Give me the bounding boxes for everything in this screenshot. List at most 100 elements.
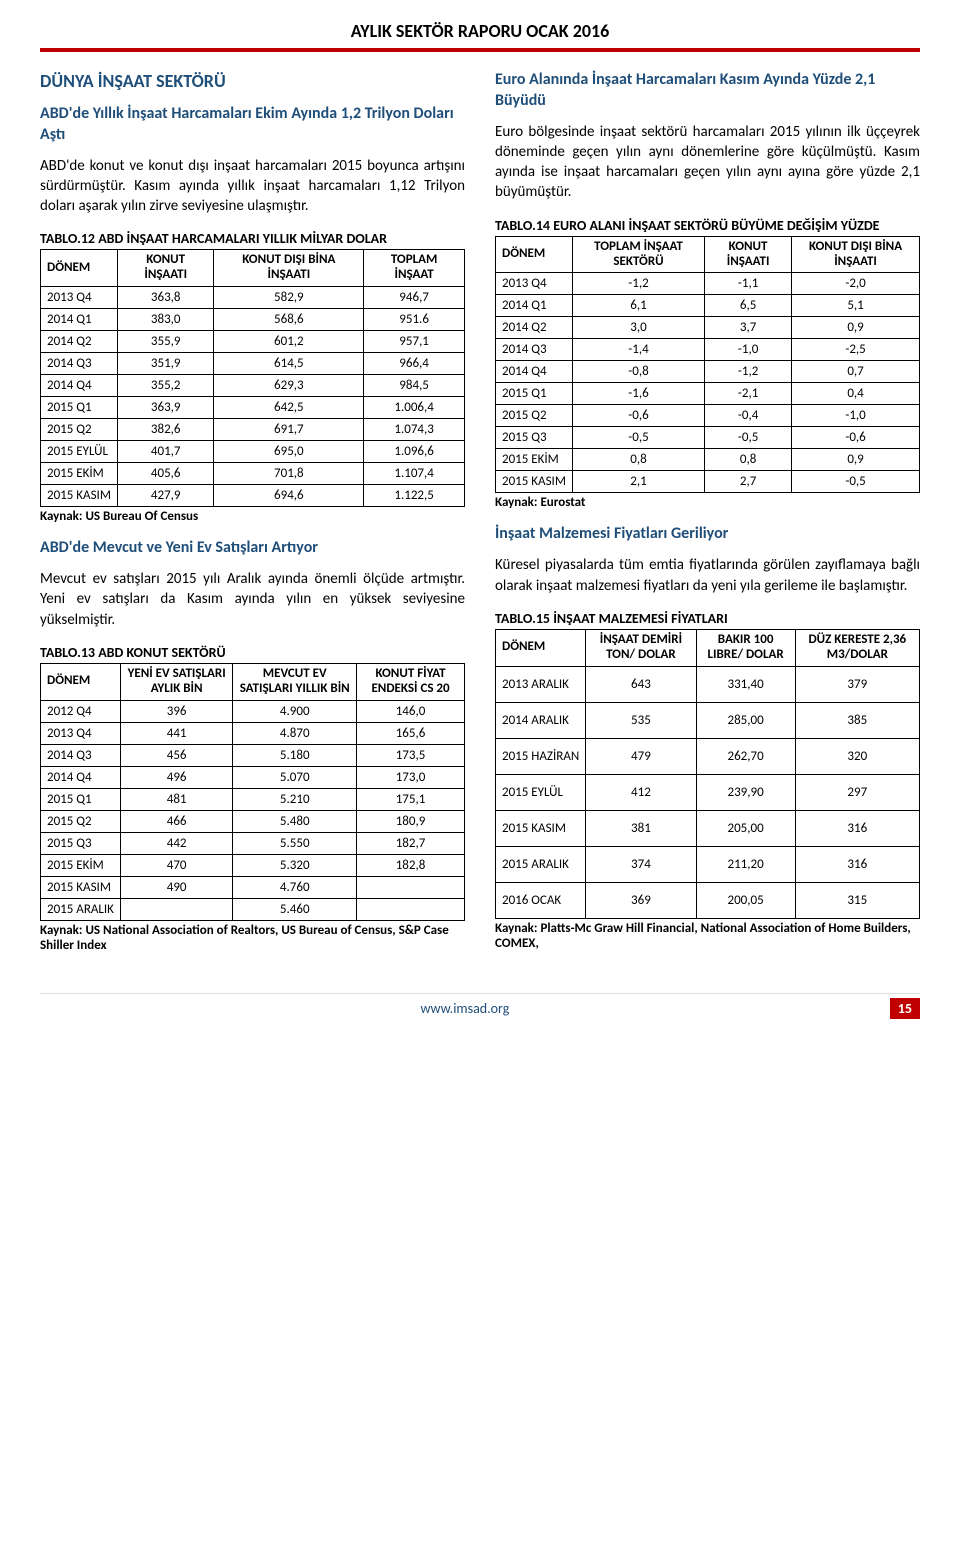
table-cell: 5.480: [233, 810, 357, 832]
table-cell: 2015 KASIM: [41, 485, 118, 507]
table-row: 2015 Q3-0,5-0,5-0,6: [496, 427, 920, 449]
table-row: 2014 Q44965.070173,0: [41, 766, 465, 788]
table-cell: 412: [586, 774, 696, 810]
table14-title: TABLO.14 EURO ALANI İNŞAAT SEKTÖRÜ BÜYÜM…: [495, 217, 920, 234]
table-row: 2015 EYLÜL412239,90297: [496, 774, 920, 810]
table15-col1: İNŞAAT DEMİRİ TON/ DOLAR: [586, 629, 696, 666]
table-cell: 984,5: [364, 375, 465, 397]
table-cell: 2015 Q2: [41, 419, 118, 441]
table-cell: 3,0: [572, 317, 704, 339]
table-cell: -1,2: [705, 361, 792, 383]
table-cell: 2015 Q1: [496, 383, 573, 405]
table-cell: -1,6: [572, 383, 704, 405]
table-cell: 2015 HAZİRAN: [496, 738, 586, 774]
page-number: 15: [890, 998, 920, 1019]
table13-body: 2012 Q43964.900146,02013 Q44414.870165,6…: [41, 700, 465, 920]
table-cell: 2014 Q1: [41, 309, 118, 331]
table12-col2: KONUT DIŞI BİNA İNŞAATI: [214, 250, 364, 287]
table-row: 2014 Q4355,2629,3984,5: [41, 375, 465, 397]
table14-col1: TOPLAM İNŞAAT SEKTÖRÜ: [572, 236, 704, 273]
table-cell: 1.006,4: [364, 397, 465, 419]
table-cell: 2015 EYLÜL: [496, 774, 586, 810]
table-cell: 405,6: [117, 463, 214, 485]
table-cell: 385: [795, 702, 919, 738]
table-cell: -0,5: [792, 471, 920, 493]
footer-url: www.imsad.org: [40, 1000, 890, 1017]
table-cell: -0,5: [705, 427, 792, 449]
table-cell: 1.107,4: [364, 463, 465, 485]
left-heading-1: ABD'de Yıllık İnşaat Harcamaları Ekim Ay…: [40, 104, 465, 146]
table-row: 2015 Q1-1,6-2,10,4: [496, 383, 920, 405]
table-cell: 2015 ARALIK: [496, 846, 586, 882]
table-row: 2015 KASIM381205,00316: [496, 810, 920, 846]
table-cell: 2014 Q2: [496, 317, 573, 339]
table-cell: -1,0: [792, 405, 920, 427]
table-row: 2014 Q2355,9601,2957,1: [41, 331, 465, 353]
table-row: 2015 EKİM0,80,80,9: [496, 449, 920, 471]
table12-body: 2013 Q4363,8582,9946,72014 Q1383,0568,69…: [41, 287, 465, 507]
table-cell: 2015 Q1: [41, 397, 118, 419]
table-cell: 957,1: [364, 331, 465, 353]
table-cell: 496: [120, 766, 232, 788]
table-cell: 2015 EYLÜL: [41, 441, 118, 463]
table-cell: 0,7: [792, 361, 920, 383]
table-cell: 695,0: [214, 441, 364, 463]
table-cell: 582,9: [214, 287, 364, 309]
table-cell: 331,40: [696, 666, 795, 702]
table13-col3: KONUT FİYAT ENDEKSİ CS 20: [357, 663, 465, 700]
table-cell: 374: [586, 846, 696, 882]
table-cell: 2014 Q2: [41, 331, 118, 353]
table12-col3: TOPLAM İNŞAAT: [364, 250, 465, 287]
table-cell: 2014 Q3: [496, 339, 573, 361]
table-cell: 691,7: [214, 419, 364, 441]
table-cell: 173,5: [357, 744, 465, 766]
table-cell: 363,9: [117, 397, 214, 419]
table-cell: 4.760: [233, 876, 357, 898]
table-cell: -1,1: [705, 273, 792, 295]
table-cell: 4.870: [233, 722, 357, 744]
table-cell: 0,9: [792, 317, 920, 339]
table-cell: 2015 Q2: [41, 810, 121, 832]
table-cell: 2013 ARALIK: [496, 666, 586, 702]
table-cell: 180,9: [357, 810, 465, 832]
table15: DÖNEM İNŞAAT DEMİRİ TON/ DOLAR BAKIR 100…: [495, 629, 920, 919]
table-cell: 396: [120, 700, 232, 722]
left-para-1: ABD'de konut ve konut dışı inşaat harcam…: [40, 156, 465, 217]
table-cell: 200,05: [696, 882, 795, 918]
table-cell: 1.074,3: [364, 419, 465, 441]
table-cell: 5,1: [792, 295, 920, 317]
table-cell: 466: [120, 810, 232, 832]
table-row: 2015 KASIM4904.760: [41, 876, 465, 898]
table-cell: 966,4: [364, 353, 465, 375]
right-para-2: Küresel piyasalarda tüm emtia fiyatların…: [495, 555, 920, 596]
table-row: 2013 Q4363,8582,9946,7: [41, 287, 465, 309]
table-row: 2014 ARALIK535285,00385: [496, 702, 920, 738]
table-cell: 382,6: [117, 419, 214, 441]
table-cell: -2,0: [792, 273, 920, 295]
table-cell: 2015 EKİM: [41, 463, 118, 485]
table-row: 2012 Q43964.900146,0: [41, 700, 465, 722]
table-cell: 642,5: [214, 397, 364, 419]
table-cell: 5.320: [233, 854, 357, 876]
table-cell: 2014 Q4: [41, 375, 118, 397]
table-row: 2014 Q3351,9614,5966,4: [41, 353, 465, 375]
table-cell: 316: [795, 846, 919, 882]
table-cell: 2014 ARALIK: [496, 702, 586, 738]
table-cell: 479: [586, 738, 696, 774]
table-cell: -1,2: [572, 273, 704, 295]
table-cell: 1.096,6: [364, 441, 465, 463]
table-cell: 355,9: [117, 331, 214, 353]
table-cell: 2015 EKİM: [41, 854, 121, 876]
table-cell: 481: [120, 788, 232, 810]
table-cell: [357, 898, 465, 920]
table-cell: 701,8: [214, 463, 364, 485]
table-row: 2015 ARALIK374211,20316: [496, 846, 920, 882]
table-row: 2015 EKİM405,6701,81.107,4: [41, 463, 465, 485]
table-cell: 2013 Q4: [41, 722, 121, 744]
table-row: 2015 Q14815.210175,1: [41, 788, 465, 810]
table-row: 2014 Q16,16,55,1: [496, 295, 920, 317]
table-cell: 363,8: [117, 287, 214, 309]
table-cell: 315: [795, 882, 919, 918]
table-row: 2015 Q34425.550182,7: [41, 832, 465, 854]
table-cell: 6,1: [572, 295, 704, 317]
